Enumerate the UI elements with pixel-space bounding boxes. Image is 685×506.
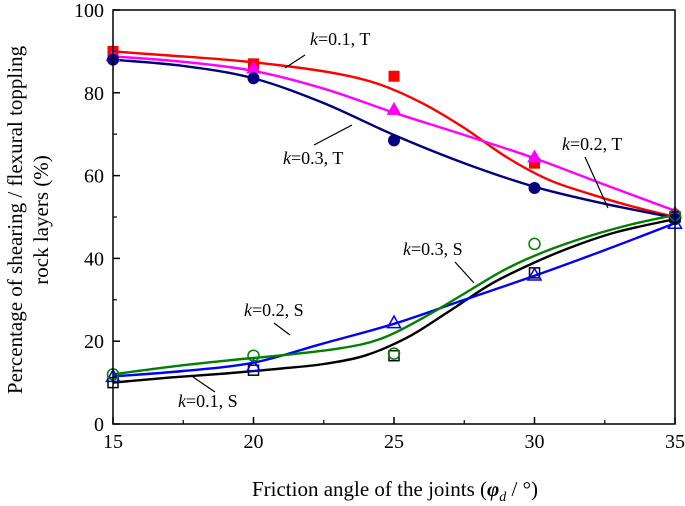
- data-point-k01-T: [388, 70, 400, 82]
- data-point-k03-T: [388, 134, 400, 147]
- x-tick-label: 15: [103, 431, 123, 453]
- data-point-k02-T: [386, 101, 402, 115]
- data-point-k03-S: [387, 347, 401, 360]
- x-tick-label: 25: [384, 431, 404, 453]
- axis-ticks: [112, 9, 676, 425]
- y-tick-label: 60: [84, 166, 104, 188]
- data-point-k02-S: [386, 314, 402, 329]
- annotation-k02-S: k=0.2, S: [244, 300, 304, 320]
- y-axis-title-line1: Percentage of shearing / flexural toppli…: [3, 45, 27, 394]
- y-tick-label: 0: [94, 414, 104, 436]
- data-point-k01-S: [247, 364, 260, 376]
- series-annotations: k=0.1, T k=0.2, T k=0.3, T k=0.1, S k=0.2, S…: [178, 29, 622, 411]
- series-line-k03-S: [112, 213, 676, 376]
- y-tick-label: 80: [84, 83, 104, 105]
- series-curves: [112, 50, 676, 384]
- x-tick-label: 35: [665, 431, 685, 453]
- annotation-leader: [284, 54, 306, 69]
- data-point-k02-S: [526, 266, 543, 281]
- data-point-k03-T: [528, 182, 541, 195]
- series-markers: [105, 45, 683, 389]
- data-point-k03-S: [528, 237, 541, 251]
- annotation-k03-T: k=0.3, T: [283, 148, 343, 168]
- axis-tick-labels: 15 20 25 30 35 0 20 40 60 80 100: [74, 0, 685, 453]
- y-tick-label: 40: [84, 248, 104, 270]
- annotation-k01-S: k=0.1, S: [178, 391, 238, 411]
- series-line-k01-S: [112, 217, 676, 384]
- data-point-k02-T: [527, 149, 542, 163]
- annotation-k03-S: k=0.3, S: [403, 239, 463, 259]
- data-point-k02-S: [245, 358, 262, 372]
- x-tick-label: 30: [525, 431, 545, 453]
- annotation-k01-T: k=0.1, T: [310, 29, 370, 49]
- x-tick-label: 20: [244, 431, 264, 453]
- data-point-k03-S: [247, 349, 260, 362]
- annotation-leader: [192, 376, 216, 393]
- series-line-k02-S: [112, 222, 676, 378]
- y-tick-label: 20: [84, 331, 104, 353]
- y-tick-label: 100: [74, 0, 104, 22]
- series-line-k01-T: [112, 50, 676, 219]
- x-axis-title: Friction angle of the joints (φd / °): [252, 477, 538, 505]
- y-axis-title-line2: rock layers (%): [29, 155, 53, 284]
- annotation-leader: [313, 124, 353, 146]
- annotation-leader: [584, 156, 609, 209]
- data-point-k03-T: [247, 72, 260, 85]
- annotation-leader: [273, 322, 291, 336]
- annotation-k02-T: k=0.2, T: [562, 134, 622, 154]
- annotation-leader: [454, 261, 475, 284]
